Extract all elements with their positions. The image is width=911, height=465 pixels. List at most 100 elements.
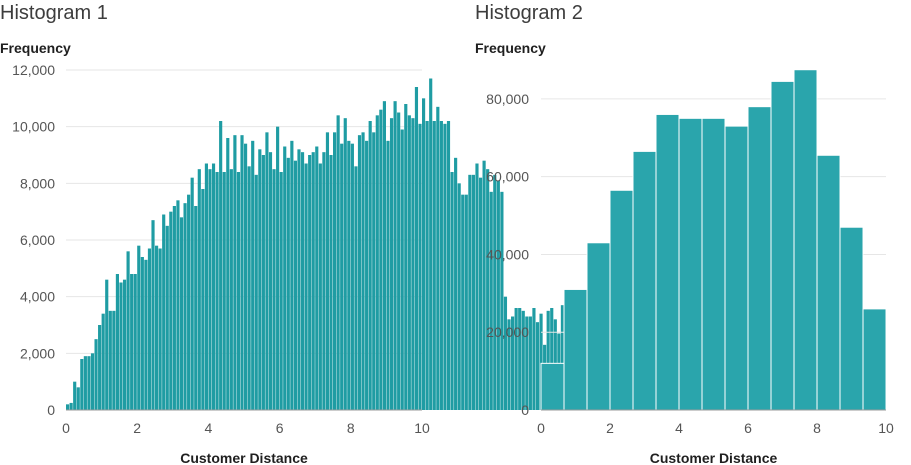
- histogram-bar: [701, 117, 726, 411]
- histogram-bar: [172, 206, 176, 410]
- histogram-bar: [158, 248, 162, 410]
- histogram-bar: [105, 279, 109, 410]
- histogram-1-panel: Histogram 1 0 2,000 4,000 6,000 8,000 10,000 1…: [0, 0, 579, 465]
- histogram-bar: [375, 115, 379, 410]
- histogram-bar: [94, 339, 98, 410]
- histogram-bar: [379, 109, 383, 411]
- histogram-bar: [357, 135, 362, 410]
- histogram-bar: [108, 310, 112, 410]
- histogram-bar: [386, 140, 390, 411]
- histogram-bar: [247, 166, 251, 410]
- histogram-bar: [525, 316, 529, 410]
- histogram-bar: [144, 259, 148, 410]
- histogram-bar: [404, 104, 408, 410]
- histogram-bar: [112, 310, 116, 410]
- histogram-bar: [283, 146, 287, 410]
- y-tick-label: 0: [521, 402, 529, 418]
- histogram-bar: [511, 316, 515, 410]
- x-tick-label: 0: [62, 420, 70, 436]
- histogram-bar: [422, 98, 426, 410]
- histogram-bar: [244, 143, 248, 410]
- x-tick-label: 6: [744, 420, 752, 436]
- y-tick-label: 80,000: [486, 91, 529, 107]
- histogram-bar: [532, 308, 536, 410]
- y-tick-label: 0: [47, 402, 55, 418]
- histogram-bar: [90, 353, 95, 410]
- histogram-bar: [443, 123, 447, 410]
- histogram-bar: [550, 308, 554, 410]
- x-tick-label: 8: [813, 420, 821, 436]
- histogram-bar: [80, 359, 84, 410]
- histogram-bar: [276, 126, 280, 411]
- histogram-bar: [632, 150, 657, 411]
- histogram-bar: [655, 113, 680, 411]
- histogram-bar: [389, 118, 394, 411]
- histogram-bar: [201, 189, 205, 410]
- histogram-bar: [372, 132, 376, 411]
- histogram-bar: [322, 152, 326, 410]
- x-tick-label: 2: [133, 420, 141, 436]
- histogram-bar: [265, 132, 269, 411]
- histogram-bar: [382, 101, 386, 411]
- histogram-bar: [98, 325, 102, 410]
- x-tick-label: 10: [878, 420, 894, 436]
- histogram-bar: [560, 305, 564, 410]
- histogram-bar: [482, 160, 486, 410]
- histogram-bar: [540, 362, 565, 411]
- histogram-bar: [393, 101, 397, 411]
- histogram-bar: [187, 194, 191, 410]
- histogram-bar: [489, 191, 493, 410]
- histogram-bar: [122, 279, 127, 410]
- histogram-bar: [747, 106, 772, 411]
- histogram-bar: [368, 121, 372, 410]
- histogram-bar: [215, 172, 219, 410]
- histogram-bar: [333, 132, 337, 411]
- histogram-bar: [226, 138, 230, 410]
- histogram-bar: [261, 155, 265, 410]
- histogram-bar: [340, 143, 344, 410]
- y-tick-label: 8,000: [20, 175, 55, 191]
- histogram-bar: [233, 135, 237, 410]
- x-tick-label: 10: [414, 420, 430, 436]
- histogram-bar: [521, 310, 525, 410]
- histogram-bar: [475, 163, 479, 410]
- histogram-bar: [450, 172, 454, 410]
- y-tick-label: 4,000: [20, 289, 55, 305]
- y-tick-label: 12,000: [12, 62, 55, 78]
- histogram-bar: [354, 166, 358, 410]
- histogram-bar: [286, 157, 290, 410]
- histogram-bar: [66, 404, 70, 410]
- histogram-bar: [514, 308, 518, 410]
- histogram-bar: [147, 248, 152, 410]
- x-tick-label: 2: [606, 420, 614, 436]
- histogram-bar: [439, 121, 443, 410]
- histogram-bar: [73, 381, 77, 410]
- histogram-bar: [315, 146, 319, 410]
- x-tick-label: 4: [675, 420, 683, 436]
- histogram-bar: [336, 115, 340, 410]
- histogram-bar: [862, 308, 887, 411]
- histogram-2-chart: 0 20,000 40,000 60,000 80,000 0 2 4 6 8 10 Frequenc…: [475, 40, 894, 465]
- y-tick-label: 60,000: [486, 169, 529, 185]
- histogram-bar: [318, 163, 322, 410]
- y-tick-label: 10,000: [12, 119, 55, 135]
- chart-title: Histogram 1: [0, 2, 108, 24]
- histogram-bar: [350, 143, 354, 410]
- histogram-bar: [518, 308, 522, 410]
- histogram-bar: [343, 118, 347, 411]
- histogram-bar: [503, 296, 508, 410]
- histogram-bar: [478, 177, 483, 410]
- histogram-bar: [308, 155, 312, 410]
- histogram-bar: [500, 191, 504, 410]
- histogram-bar: [194, 206, 198, 410]
- histogram-bar: [155, 245, 159, 410]
- histogram-bar: [190, 177, 194, 410]
- histogram-bar: [151, 220, 155, 410]
- histogram-bar: [268, 152, 273, 410]
- histogram-bar: [432, 121, 436, 410]
- histogram-bar: [414, 87, 419, 410]
- histogram-bar: [507, 319, 511, 410]
- histogram-bar: [418, 123, 422, 410]
- histogram-bar: [454, 157, 458, 410]
- histogram-bar: [279, 172, 283, 410]
